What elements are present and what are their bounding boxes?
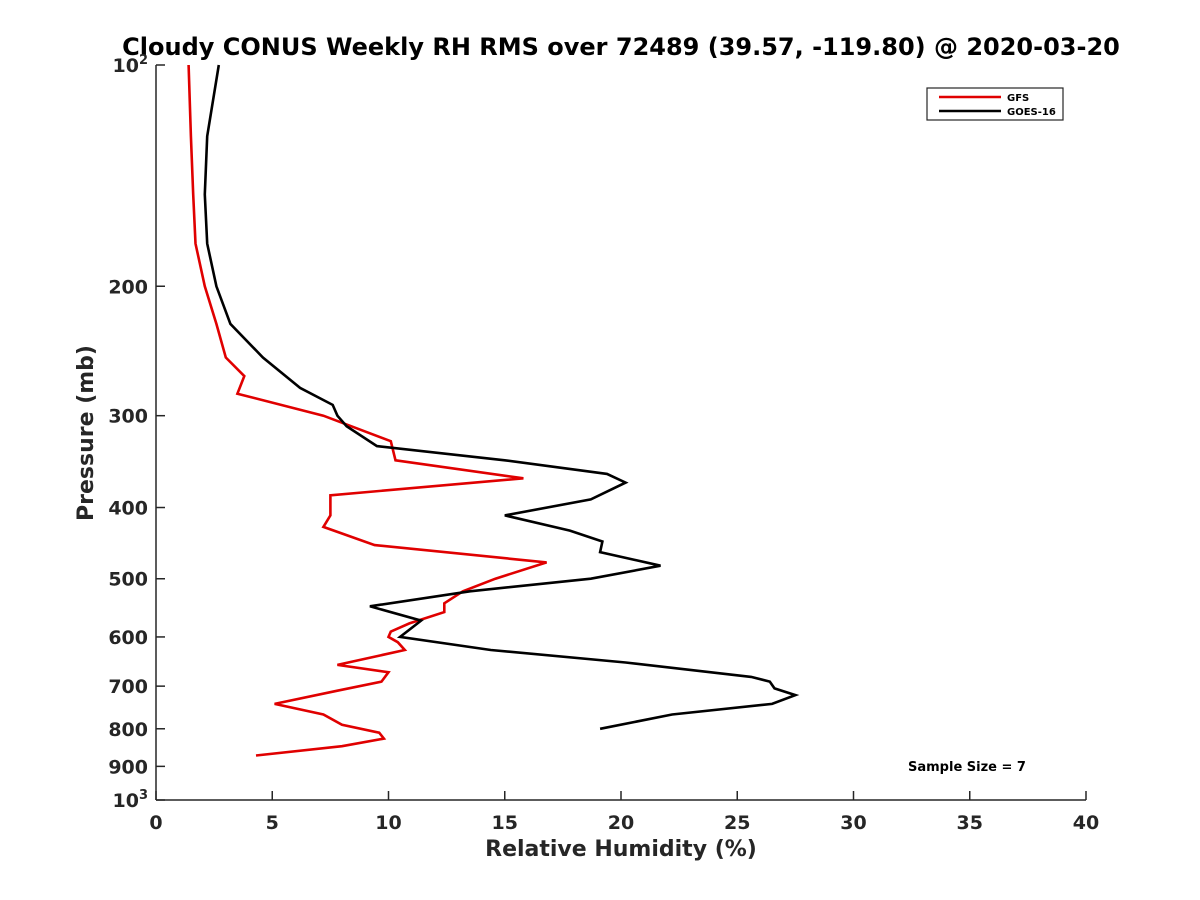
axes: 0 5 10 15 20 25 30 35 40 102 200 300 400 500 600 700 800… (108, 53, 1099, 834)
x-tick-label: 15 (492, 812, 518, 834)
x-tick-label: 35 (957, 812, 983, 834)
y-tick-label: 500 (108, 569, 148, 591)
y-tick-label: 200 (108, 276, 148, 298)
legend: GFS GOES-16 (926, 87, 1064, 121)
y-tick-label: 300 (108, 406, 148, 428)
y-tick-label: 400 (108, 498, 148, 520)
y-tick-label: 900 (108, 756, 148, 778)
series-layer (187, 64, 800, 757)
sample-size-annotation: Sample Size = 7 (908, 760, 1026, 775)
y-tick-label: 700 (108, 676, 148, 698)
x-tick-label: 30 (840, 812, 866, 834)
series-line-goes-16 (203, 64, 800, 731)
legend-label: GOES-16 (1007, 107, 1056, 118)
x-tick-label: 5 (266, 812, 279, 834)
x-tick-label: 25 (724, 812, 750, 834)
y-tick-label: 800 (108, 719, 148, 741)
x-tick-label: 20 (608, 812, 634, 834)
series-line-gfs (187, 64, 547, 757)
legend-label: GFS (1007, 93, 1029, 104)
legend-box (926, 87, 1064, 121)
y-tick-label: 103 (113, 788, 149, 812)
y-tick-label: 600 (108, 627, 148, 649)
y-axis-label: Pressure (mb) (74, 345, 99, 521)
x-axis-label: Relative Humidity (%) (485, 837, 757, 862)
x-tick-label: 40 (1073, 812, 1099, 834)
x-tick-label: 10 (375, 812, 401, 834)
x-tick-label: 0 (149, 812, 162, 834)
chart-title: Cloudy CONUS Weekly RH RMS over 72489 (3… (122, 33, 1120, 61)
y-tick-label: 102 (113, 53, 149, 77)
